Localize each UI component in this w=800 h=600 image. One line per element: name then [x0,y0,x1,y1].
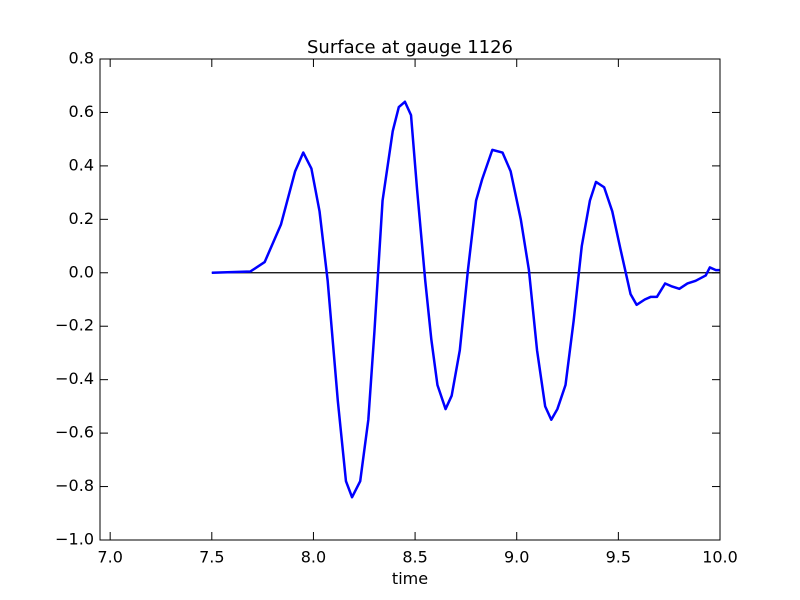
y-tick-label: −1.0 [55,530,94,549]
x-tick-label: 8.0 [301,548,326,567]
x-tick-label: 10.0 [702,548,738,567]
y-tick-label: 0.8 [69,49,94,68]
plot-frame [99,58,721,541]
y-tick-label: 0.2 [69,209,94,228]
x-tick-label: 9.5 [606,548,631,567]
x-axis-label: time [392,569,428,588]
y-tick-label: −0.6 [55,423,94,442]
x-tick-label: 8.5 [402,548,427,567]
data-line [211,100,720,499]
y-tick-label: 0.4 [69,155,94,174]
y-tick-label: −0.4 [55,369,94,388]
x-tick-label: 7.0 [97,548,122,567]
y-tick-label: 0.6 [69,102,94,121]
chart-title: Surface at gauge 1126 [307,37,513,58]
x-tick-label: 9.0 [504,548,529,567]
y-tick-label: −0.2 [55,316,94,335]
y-tick-label: −0.8 [55,476,94,495]
y-tick-label: 0.0 [69,262,94,281]
x-tick-label: 7.5 [199,548,224,567]
